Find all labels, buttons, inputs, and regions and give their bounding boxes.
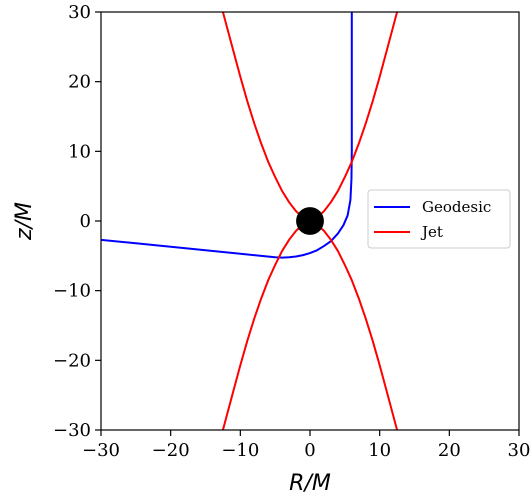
y-axis-label: z/M	[12, 202, 37, 241]
x-tick-label: 0	[304, 440, 315, 461]
series-line-geodesic-0	[101, 12, 353, 259]
x-tick-label: 10	[368, 440, 391, 461]
y-tick-label: −20	[53, 350, 91, 371]
legend: Geodesic Jet	[367, 189, 511, 249]
x-axis-label: R/M	[289, 471, 331, 496]
y-ticks: −30 −20 −10 0 10 20 30	[53, 2, 101, 441]
marker-layer	[296, 207, 324, 235]
legend-box	[367, 189, 511, 249]
plot-series-layer	[101, 12, 399, 430]
black-hole-marker	[296, 207, 324, 235]
y-tick-label: 20	[68, 72, 91, 93]
x-tick-label: 30	[508, 440, 531, 461]
y-tick-label: 30	[68, 2, 91, 23]
y-tick-label: 0	[80, 211, 91, 232]
y-tick-label: −30	[53, 420, 91, 441]
x-tick-label: −30	[82, 440, 120, 461]
y-tick-label: 10	[68, 141, 91, 162]
x-tick-label: 20	[438, 440, 461, 461]
x-tick-label: −20	[152, 440, 190, 461]
x-ticks: −30 −20 −10 0 10 20 30	[82, 430, 530, 461]
legend-label-jet: Jet	[420, 223, 443, 241]
legend-label-geodesic: Geodesic	[422, 198, 491, 216]
y-tick-label: −10	[53, 281, 91, 302]
x-tick-label: −10	[221, 440, 259, 461]
